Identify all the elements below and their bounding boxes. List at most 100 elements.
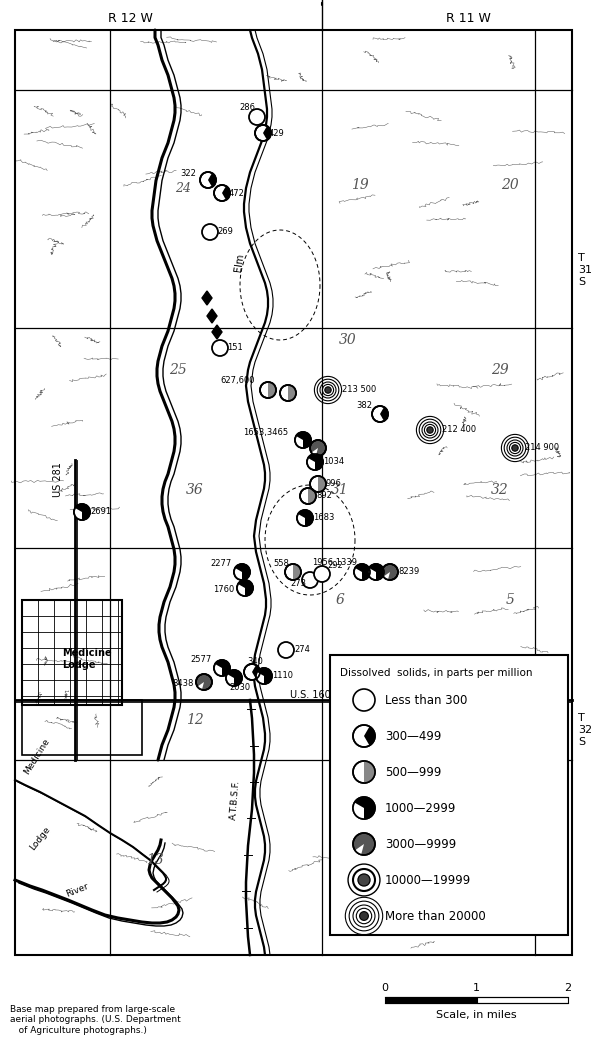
Text: Base map prepared from large-scale
aerial photographs. (U.S. Department
   of Ag: Base map prepared from large-scale aeria… — [10, 1005, 181, 1035]
Text: 25: 25 — [169, 363, 187, 377]
Circle shape — [427, 427, 433, 434]
Polygon shape — [207, 310, 217, 323]
Text: Medicine
Lodge: Medicine Lodge — [62, 648, 112, 670]
Text: 1683: 1683 — [313, 513, 334, 523]
Text: 2691: 2691 — [90, 508, 111, 516]
Text: 2030: 2030 — [229, 684, 250, 692]
Text: 212 400: 212 400 — [442, 425, 476, 435]
Wedge shape — [293, 564, 301, 580]
Text: 31: 31 — [331, 483, 349, 497]
Circle shape — [237, 580, 253, 596]
Text: 627,600: 627,600 — [220, 376, 254, 386]
Wedge shape — [74, 508, 82, 520]
Text: 1110: 1110 — [272, 671, 293, 681]
Wedge shape — [226, 674, 234, 686]
Text: 8239: 8239 — [398, 567, 419, 577]
Text: 10000—19999: 10000—19999 — [385, 873, 471, 886]
Text: River: River — [65, 882, 90, 899]
Text: 322: 322 — [180, 169, 196, 177]
Text: Lodge: Lodge — [28, 825, 52, 851]
Text: R 12 W: R 12 W — [107, 12, 152, 24]
Wedge shape — [288, 385, 296, 401]
Circle shape — [212, 340, 228, 356]
Text: 1956,1339: 1956,1339 — [312, 559, 357, 567]
Wedge shape — [222, 187, 230, 200]
Circle shape — [310, 440, 326, 456]
Wedge shape — [311, 448, 318, 456]
Circle shape — [202, 224, 218, 240]
Text: T
32
S: T 32 S — [578, 713, 592, 746]
Text: 1653,3465: 1653,3465 — [243, 427, 288, 437]
Text: 12: 12 — [186, 713, 204, 727]
Text: 1034: 1034 — [323, 458, 344, 466]
Circle shape — [382, 564, 398, 580]
Text: 429: 429 — [269, 128, 285, 138]
Wedge shape — [263, 126, 271, 140]
Circle shape — [234, 564, 250, 580]
Circle shape — [255, 125, 271, 141]
Wedge shape — [368, 568, 376, 580]
Wedge shape — [308, 488, 316, 504]
Circle shape — [358, 873, 370, 886]
Wedge shape — [214, 664, 222, 676]
Circle shape — [310, 476, 326, 492]
Text: 274: 274 — [294, 646, 310, 654]
Circle shape — [260, 382, 276, 398]
Wedge shape — [383, 572, 390, 580]
Circle shape — [353, 725, 375, 747]
Circle shape — [244, 664, 260, 681]
Circle shape — [285, 564, 301, 580]
Text: 5: 5 — [506, 593, 514, 607]
Circle shape — [280, 385, 296, 401]
Text: 382: 382 — [356, 401, 372, 409]
Wedge shape — [380, 407, 388, 421]
Circle shape — [325, 387, 331, 393]
Circle shape — [353, 689, 375, 711]
Text: A.T.B.S.F.: A.T.B.S.F. — [229, 779, 241, 820]
Text: 0: 0 — [382, 983, 389, 993]
Circle shape — [256, 668, 272, 684]
Circle shape — [359, 912, 368, 920]
Bar — [22, 600, 122, 705]
Circle shape — [249, 109, 265, 125]
Text: More than 20000: More than 20000 — [385, 909, 486, 922]
Circle shape — [295, 432, 311, 448]
Text: 2577: 2577 — [190, 654, 211, 664]
Bar — [15, 30, 572, 955]
Text: U.S. 160: U.S. 160 — [290, 690, 331, 700]
Wedge shape — [353, 802, 364, 819]
Circle shape — [278, 642, 294, 658]
Text: 558: 558 — [273, 559, 289, 567]
Text: 151: 151 — [227, 343, 243, 353]
Text: 3000—9999: 3000—9999 — [385, 837, 456, 850]
Bar — [385, 997, 476, 1003]
Wedge shape — [268, 382, 276, 398]
Circle shape — [302, 572, 318, 588]
Circle shape — [214, 660, 230, 676]
Circle shape — [353, 833, 375, 855]
Circle shape — [368, 564, 384, 580]
Wedge shape — [234, 568, 242, 580]
Circle shape — [372, 406, 388, 422]
Text: 214 900: 214 900 — [525, 443, 559, 453]
Polygon shape — [202, 292, 212, 305]
Wedge shape — [256, 672, 264, 684]
Wedge shape — [208, 173, 216, 187]
Wedge shape — [295, 436, 303, 448]
Wedge shape — [252, 665, 260, 678]
Circle shape — [512, 445, 518, 452]
Text: 20: 20 — [501, 178, 519, 192]
Text: 8438: 8438 — [172, 679, 193, 689]
Wedge shape — [354, 568, 362, 580]
Text: US 281: US 281 — [53, 462, 63, 497]
Wedge shape — [307, 458, 315, 470]
Wedge shape — [318, 476, 326, 492]
Bar — [22, 700, 142, 755]
Text: 24: 24 — [175, 181, 191, 194]
Circle shape — [354, 564, 370, 580]
Wedge shape — [197, 682, 204, 690]
Text: 13: 13 — [146, 853, 164, 867]
Circle shape — [353, 761, 375, 783]
Text: Elm: Elm — [233, 252, 245, 271]
Text: 32: 32 — [491, 483, 509, 497]
